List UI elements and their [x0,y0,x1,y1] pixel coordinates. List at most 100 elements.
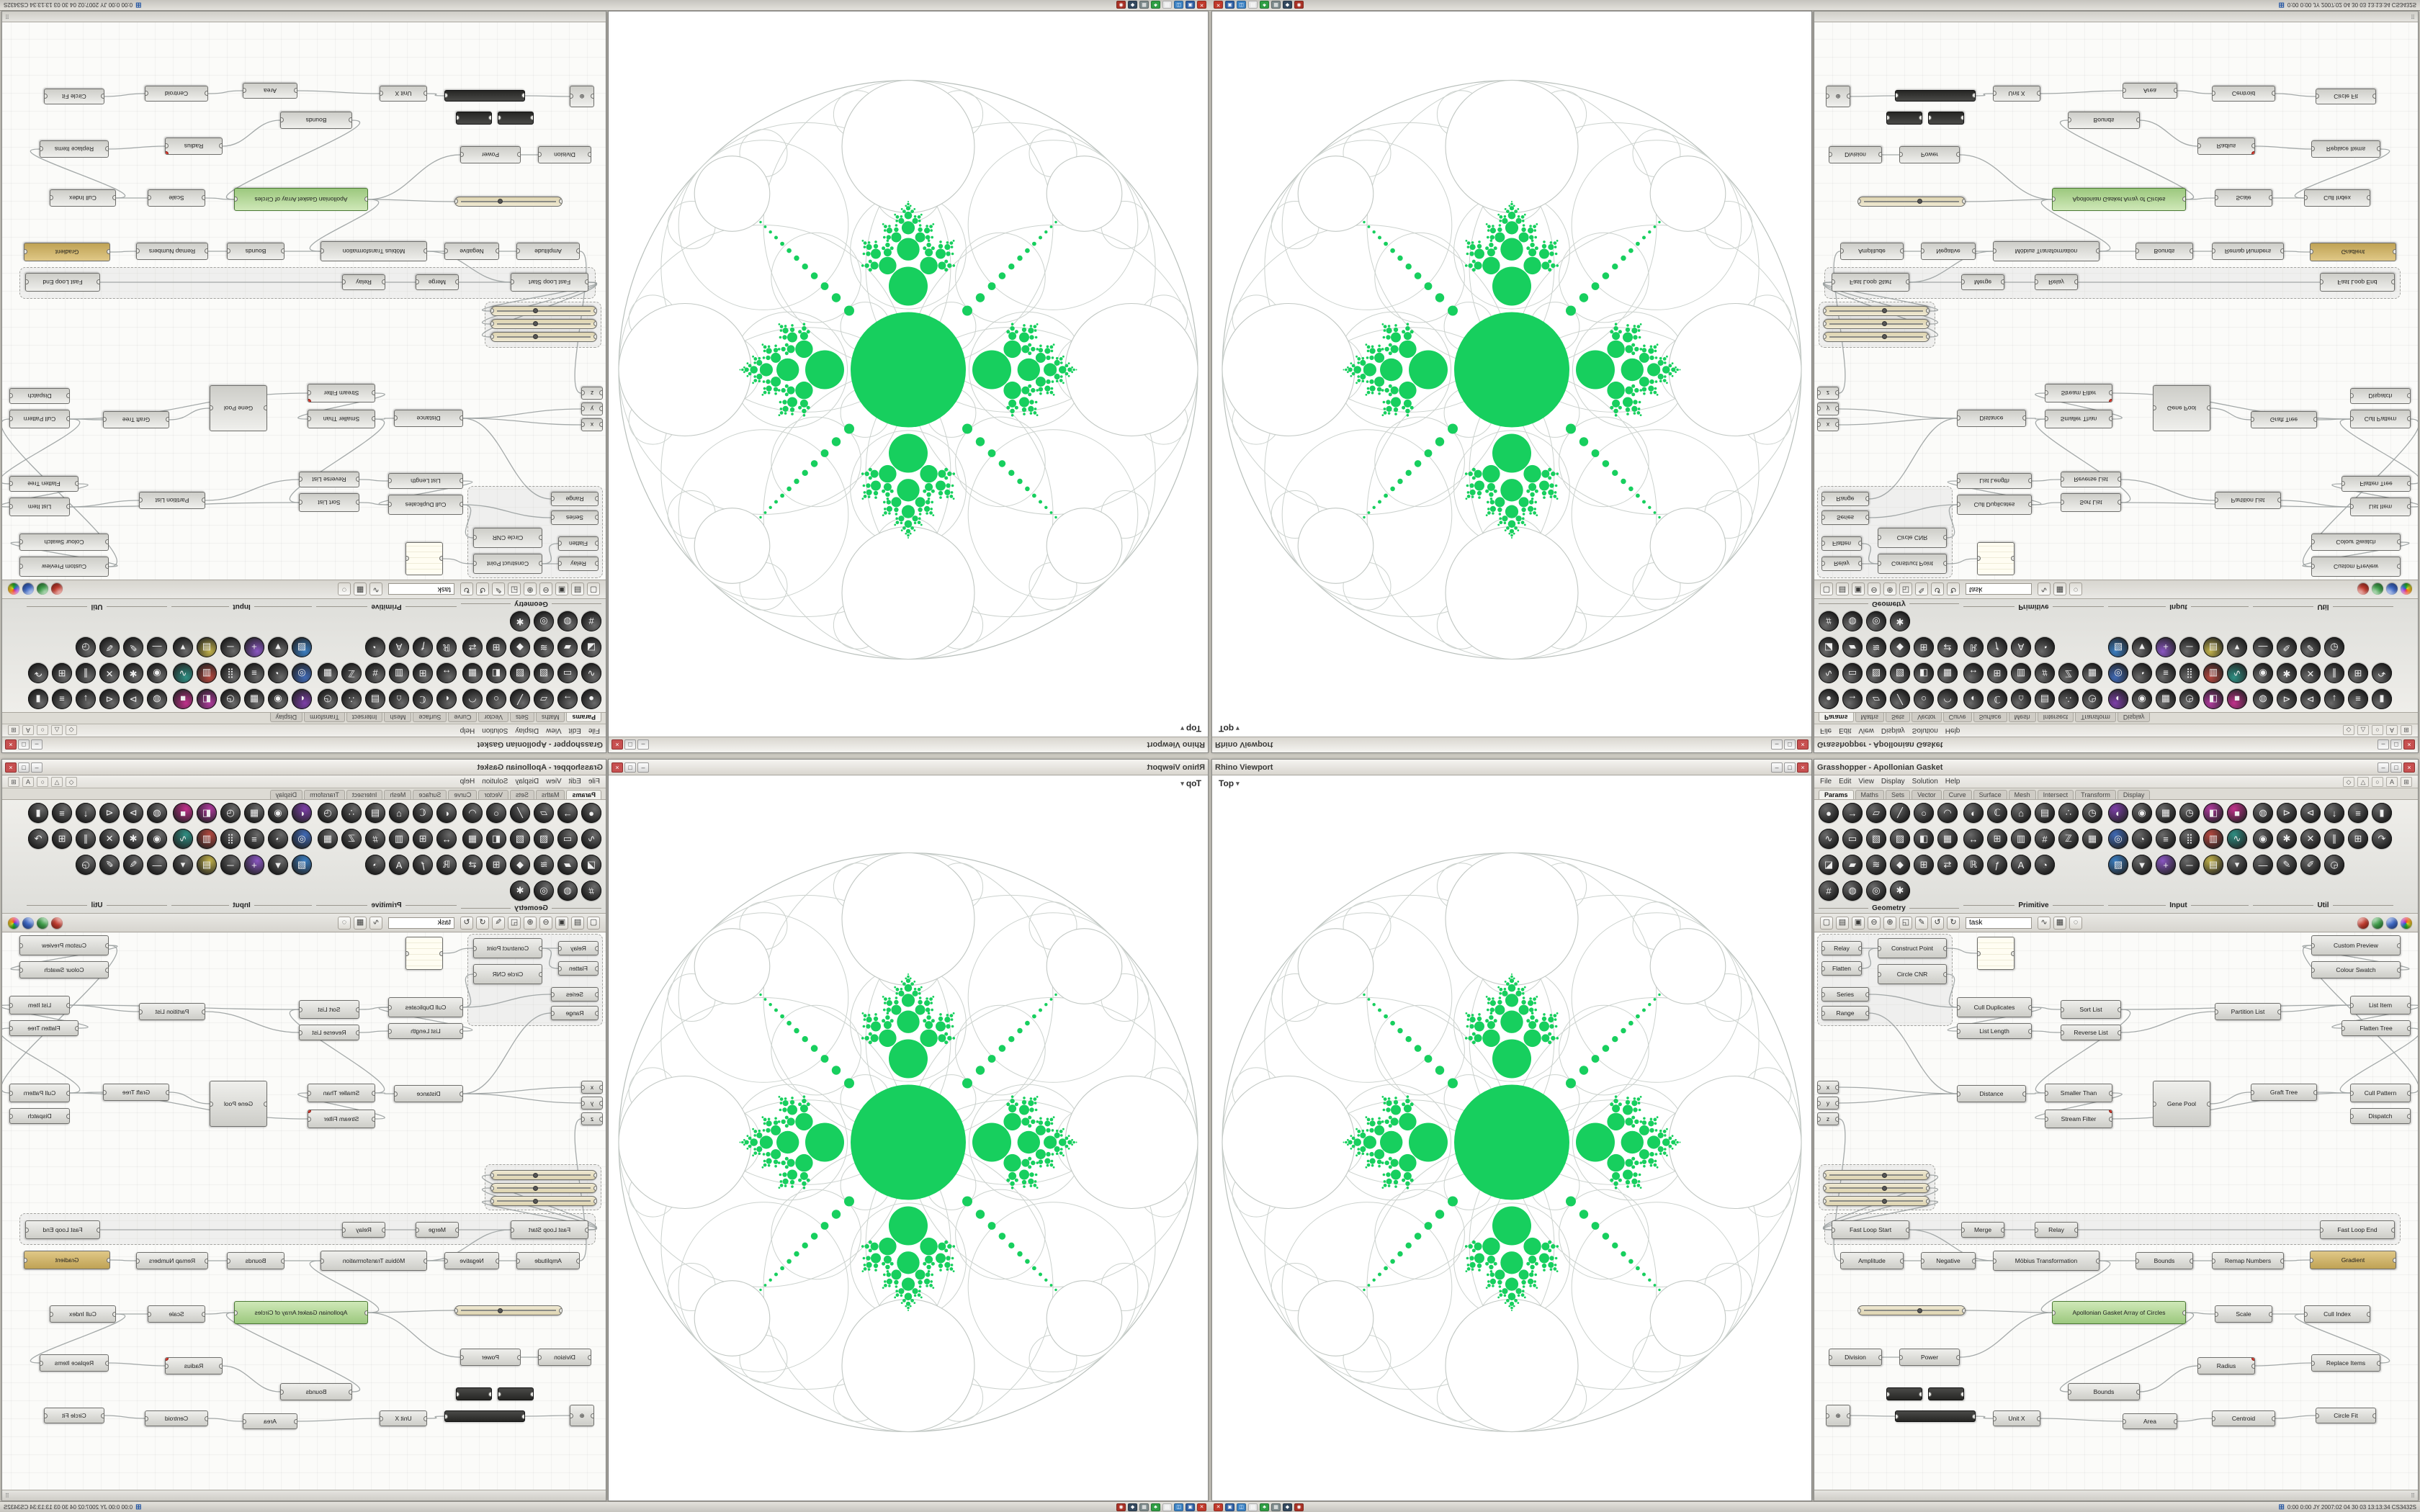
sketch-icon[interactable]: ✐ [2300,855,2321,875]
new-document-icon[interactable]: ▢ [587,582,600,596]
component-custom-preview[interactable]: Custom Preview [2311,557,2401,577]
sketch-tool-icon[interactable]: ✎ [492,916,505,930]
plane-icon[interactable]: ▱ [534,803,554,823]
viewport-canvas[interactable]: Top ▾ [609,12,1208,737]
subd-icon[interactable]: ◍ [557,611,578,631]
viewport-tab[interactable]: Top ▾ [1178,778,1204,788]
component-m-bius-transformation[interactable]: Möbius Transformation [1993,1251,2099,1271]
subd-icon[interactable]: ◍ [1842,611,1863,631]
component-fast-loop-start[interactable]: Fast Loop Start [1832,1220,1909,1239]
geometry-icon[interactable]: ◆ [510,855,530,875]
component-centroid[interactable]: Centroid [145,1410,208,1426]
component-sl3[interactable] [490,1196,597,1206]
box-icon[interactable]: ▧ [534,663,554,683]
component-graft-tree[interactable]: Graft Tree [2251,1084,2317,1101]
menu-solution[interactable]: Solution [1912,778,1938,786]
preview-rendered-icon[interactable] [8,917,19,929]
start-icon[interactable]: ⊞ [2278,1503,2285,1511]
relay-icon[interactable]: — [147,637,167,657]
component-dbar[interactable] [444,1410,525,1422]
time-icon[interactable]: ◔ [365,855,385,875]
geometry-icon[interactable]: ◆ [1890,637,1910,657]
component-centroid[interactable]: Centroid [2212,1410,2275,1426]
relay-icon[interactable]: — [2253,855,2273,875]
component-d2[interactable] [456,112,492,125]
component-list-length[interactable]: List Length [1957,473,2032,489]
component-nsl[interactable] [454,197,563,207]
component-power[interactable]: Power [1899,1349,1960,1366]
component-pan1[interactable] [1977,937,2015,970]
boolean-icon[interactable]: ◐ [1963,689,1984,709]
component-construct-point[interactable]: Construct Point [1878,938,1947,958]
component-negative[interactable]: Negative [444,1252,499,1269]
menu-display[interactable]: Display [515,726,539,734]
control-knob-icon[interactable]: ◔ [2132,663,2152,683]
data-dam-icon[interactable]: ▮ [2372,803,2392,823]
group-icon[interactable]: ⊞ [52,829,72,849]
canvas-search-input[interactable] [388,583,454,595]
component-unit-x[interactable]: Unit X [380,1410,427,1426]
component-gradient[interactable]: Gradient [2310,1251,2396,1269]
undo-icon[interactable]: ↺ [1931,582,1944,596]
circle-icon[interactable]: ○ [486,803,506,823]
viewport-titlebar[interactable]: Rhino Viewport – □ × [609,737,1208,752]
grasshopper-titlebar[interactable]: Grasshopper - Apollonian Gasket – □ × [1814,737,2418,752]
component-flatten[interactable]: Flatten [558,536,599,551]
component-sl3[interactable] [490,306,597,316]
new-document-icon[interactable]: ▢ [587,916,600,930]
transform-icon[interactable]: ⇄ [462,855,483,875]
component-range[interactable]: Range [551,1006,599,1020]
plane-icon[interactable]: ▱ [1866,689,1886,709]
component-radius[interactable]: Radius [2197,1357,2255,1374]
component-bounds[interactable]: Bounds [227,243,284,260]
new-document-icon[interactable]: ▢ [1820,916,1833,930]
component-area[interactable]: Area [2123,83,2177,99]
app-crimson-icon[interactable]: ◉ [1294,1,1304,9]
save-document-icon[interactable]: ▣ [555,916,568,930]
app-gray-icon[interactable]: ▦ [1271,1,1281,9]
start-icon[interactable]: ⊞ [2278,1,2285,9]
rectangle-icon[interactable]: ▭ [557,663,578,683]
component-list-item[interactable]: List Item [9,996,70,1014]
data-icon[interactable]: ▤ [365,803,385,823]
menu-quick-icon-3[interactable]: A [2386,776,2398,787]
component-flatten-tree[interactable]: Flatten Tree [9,476,79,492]
slider-grip[interactable] [532,1185,538,1191]
domain-icon[interactable]: ↔ [436,829,457,849]
grasshopper-titlebar[interactable]: Grasshopper - Apollonian Gasket – □ × [2,760,606,775]
component-reverse-list[interactable]: Reverse List [299,472,359,487]
vector-icon[interactable]: → [557,689,578,709]
viewport-tab[interactable]: Top ▾ [1178,724,1204,734]
preview-rendered-icon[interactable] [8,583,19,595]
date-icon[interactable]: ◷ [318,803,338,823]
component-negative[interactable]: Negative [1921,1252,1976,1269]
mesh-face-icon[interactable]: ◪ [1819,855,1839,875]
component-cull-pattern[interactable]: Cull Pattern [9,410,70,428]
menu-edit[interactable]: Edit [568,726,581,734]
app-blue-icon[interactable]: ▣ [1186,1503,1195,1511]
preview-wireframe-icon[interactable] [37,583,48,595]
component-pan1[interactable] [405,937,443,970]
genome-icon[interactable]: ∥ [76,829,96,849]
timer-icon[interactable]: ◶ [2324,637,2344,657]
menu-quick-icon-4[interactable]: ⊞ [8,776,19,787]
component-apollonian-gasket-array-of-circles[interactable]: Apollonian Gasket Array of Circles [2052,1301,2186,1324]
app-green-icon[interactable]: ♣ [1260,1503,1269,1511]
tab-mesh[interactable]: Mesh [384,790,412,799]
zoom-out-icon[interactable]: ⊖ [1868,582,1881,596]
zoom-out-icon[interactable]: ⊖ [1868,916,1881,930]
sketch-tool-icon[interactable]: ✎ [1915,916,1928,930]
component-area[interactable]: Area [243,1413,297,1429]
galapagos-icon[interactable]: ✕ [99,829,120,849]
component-sl1[interactable] [490,1170,597,1180]
app-gray-icon[interactable]: ▦ [1139,1,1149,9]
component-x[interactable]: x [581,418,603,431]
integer-icon[interactable]: ℤ [2058,829,2079,849]
slider-grip[interactable] [1882,1198,1888,1204]
zoom-extents-icon[interactable]: ◱ [508,916,521,930]
menu-file[interactable]: File [1820,726,1832,734]
component-range[interactable]: Range [1821,1006,1869,1020]
text-icon[interactable]: A [389,855,409,875]
symbol-icon[interactable]: ✱ [1890,611,1910,631]
close-button[interactable]: × [611,739,623,750]
